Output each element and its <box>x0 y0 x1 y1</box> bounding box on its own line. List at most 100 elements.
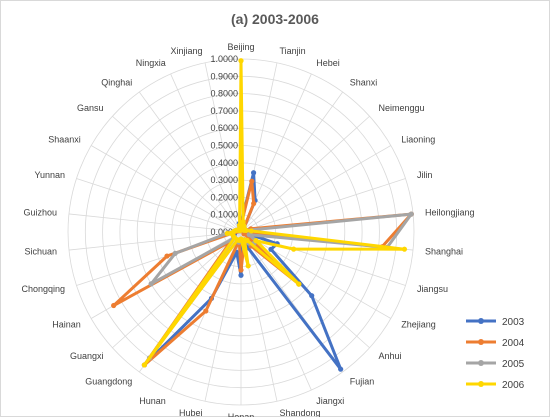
data-point-2006-jilin <box>243 227 249 233</box>
data-point-2004-tianjin <box>249 178 255 184</box>
data-point-2005-hainan <box>148 281 154 287</box>
data-point-2006-guangdong <box>141 362 147 368</box>
grid-spoke <box>76 178 242 233</box>
data-point-2003-anhui <box>309 293 315 299</box>
grid-spoke <box>112 231 242 349</box>
category-label-shandong: Shandong <box>279 408 320 417</box>
grid-spoke <box>90 145 242 233</box>
category-label-guangdong: Guangdong <box>85 377 132 387</box>
data-point-2006-xinjiang <box>236 222 243 228</box>
tick-label: 0.0000 <box>210 227 238 237</box>
tick-label: 0.6000 <box>210 123 238 133</box>
data-point-2006-shanghai <box>401 246 408 252</box>
category-label-yunnan: Yunnan <box>35 170 66 180</box>
data-point-2006-anhui <box>296 281 302 287</box>
category-label-anhui: Anhui <box>378 351 401 361</box>
category-label-guangxi: Guangxi <box>70 351 104 361</box>
category-label-guizhou: Guizhou <box>23 208 57 218</box>
data-point-2005-chongqing <box>172 250 178 256</box>
data-point-2003-tianjin <box>250 170 257 176</box>
category-label-jiangsu: Jiangsu <box>417 284 448 294</box>
grid-spoke <box>240 231 312 391</box>
data-point-2006-shandong <box>245 263 251 269</box>
tick-label: 0.9000 <box>210 71 238 81</box>
grid-spoke <box>240 115 370 233</box>
legend-label-2003: 2003 <box>502 317 525 328</box>
data-point-2004-hainan <box>111 302 117 309</box>
grid-spoke <box>68 213 242 233</box>
category-labels: Beijing Tianjin Hebei Shanxi Neimenggu Liaoni… <box>22 42 475 417</box>
legend-marker-2006 <box>478 381 484 387</box>
category-label-sichuan: Sichuan <box>24 246 57 256</box>
tick-label: 0.2000 <box>210 192 238 202</box>
data-point-2003-fujian <box>338 366 344 372</box>
data-point-2004-chongqing <box>164 253 170 259</box>
data-point-2006-jiangsu <box>291 246 297 252</box>
data-point-2004-hebei <box>251 200 257 207</box>
grid-spoke <box>138 91 242 233</box>
category-label-jiangxi: Jiangxi <box>316 396 344 406</box>
series-layer <box>111 58 414 372</box>
grid-spoke <box>170 73 242 233</box>
grid-spoke <box>112 115 242 233</box>
tick-label: 1.0000 <box>210 54 238 64</box>
grid-spoke <box>240 145 392 233</box>
category-label-tianjin: Tianjin <box>279 46 305 56</box>
chart-title: (a) 2003-2006 <box>231 11 319 27</box>
category-label-gansu: Gansu <box>77 103 104 113</box>
category-label-chongqing: Chongqing <box>22 284 66 294</box>
data-point-2003-henan <box>238 272 244 278</box>
category-label-jilin: Jilin <box>417 170 433 180</box>
legend-marker-2003 <box>478 318 484 324</box>
category-label-heilongjiang: Heilongjiang <box>425 208 475 218</box>
data-point-2006-zhejiang <box>253 238 259 244</box>
data-point-2004-henan <box>238 267 244 273</box>
data-point-2003-zhejiang <box>268 246 274 252</box>
tick-label: 0.4000 <box>210 158 238 168</box>
category-label-zhejiang: Zhejiang <box>401 320 436 330</box>
tick-label: 0.1000 <box>210 210 238 220</box>
grid-spoke <box>240 178 406 233</box>
category-label-shanghai: Shanghai <box>425 246 463 256</box>
radial-tick-labels: 0.0000 0.1000 0.2000 0.3000 0.4000 0.5000 0.60… <box>210 54 238 237</box>
legend-label-2006: 2006 <box>502 380 525 391</box>
category-label-qinghai: Qinghai <box>101 77 132 87</box>
category-label-neimenggu: Neimenggu <box>378 103 424 113</box>
data-point-2005-heilongjiang <box>408 211 414 217</box>
category-label-ningxia: Ningxia <box>136 58 166 68</box>
series-2006 <box>141 58 408 368</box>
grid-spoke <box>68 231 242 251</box>
data-point-2006-ningxia <box>236 226 243 232</box>
legend: 2003 2004 2005 2006 <box>466 317 525 391</box>
legend-marker-2005 <box>478 360 484 366</box>
category-label-liaoning: Liaoning <box>401 135 435 145</box>
data-point-2006-sichuan <box>224 230 230 237</box>
data-point-2006-beijing <box>238 58 244 64</box>
grid-spoke <box>240 91 344 233</box>
category-label-fujian: Fujian <box>350 377 375 387</box>
data-point-2006-heilongjiang <box>248 228 254 234</box>
category-label-beijing: Beijing <box>227 42 254 52</box>
data-point-2006-tianjin <box>240 219 246 225</box>
category-label-xinjiang: Xinjiang <box>171 46 203 56</box>
tick-label: 0.5000 <box>210 141 238 151</box>
legend-label-2005: 2005 <box>502 359 525 370</box>
tick-label: 0.7000 <box>210 106 238 116</box>
tick-label: 0.3000 <box>210 175 238 185</box>
category-label-henan: Henan <box>228 412 255 417</box>
category-label-hainan: Hainan <box>52 320 81 330</box>
grid-spoke <box>240 231 392 319</box>
category-label-hunan: Hunan <box>139 396 166 406</box>
tick-label: 0.8000 <box>210 89 238 99</box>
category-label-shaanxi: Shaanxi <box>48 135 81 145</box>
legend-label-2004: 2004 <box>502 338 525 349</box>
grid-spoke <box>204 231 242 402</box>
category-label-hubei: Hubei <box>179 408 203 417</box>
legend-marker-2004 <box>478 339 484 345</box>
category-label-hebei: Hebei <box>316 58 340 68</box>
data-point-2004-hunan <box>203 308 209 314</box>
category-label-shanxi: Shanxi <box>350 77 378 87</box>
grid-spoke <box>204 62 242 233</box>
